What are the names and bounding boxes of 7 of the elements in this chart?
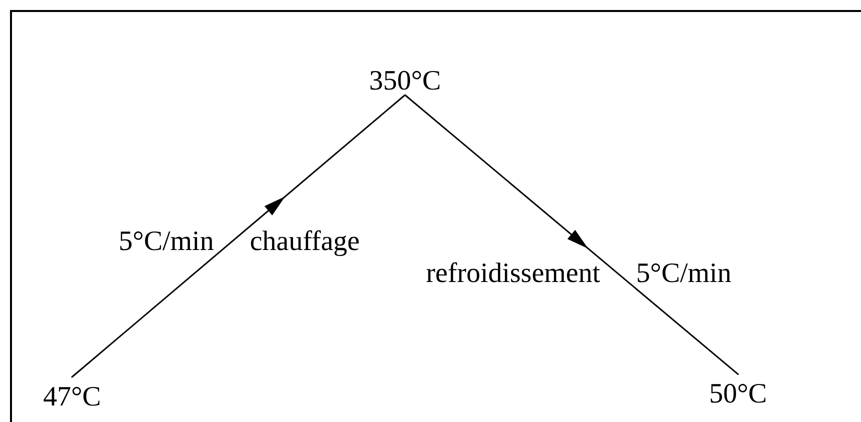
annotation: chauffage: [250, 226, 360, 258]
annotation: refroidissement: [426, 258, 600, 290]
data-label: 50°C: [709, 378, 767, 410]
annotation: 5°C/min: [636, 258, 732, 290]
data-label: 47°C: [43, 382, 101, 412]
annotation: 5°C/min: [118, 226, 214, 258]
data-label: 350°C: [369, 66, 441, 96]
